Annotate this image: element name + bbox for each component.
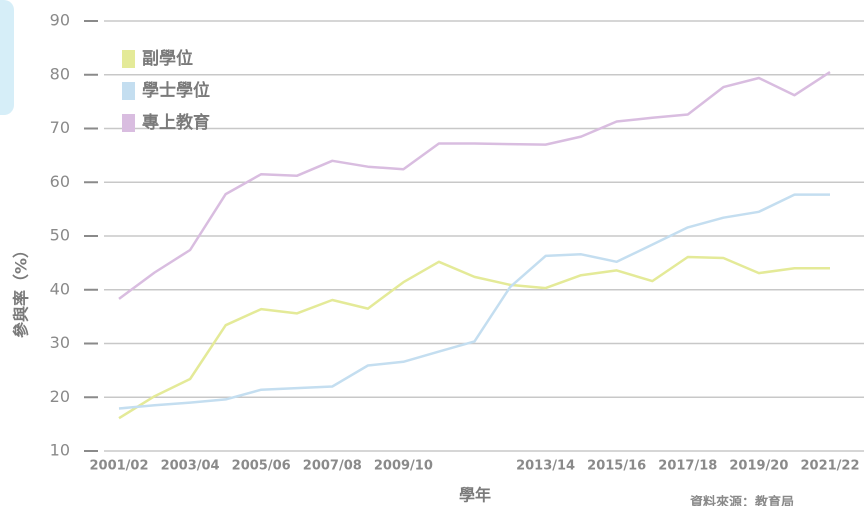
y-tick-label: 50 (50, 226, 70, 245)
legend-label: 學士學位 (142, 80, 210, 101)
x-tick-label: 2003/04 (161, 459, 220, 474)
legend-swatch (122, 114, 135, 132)
y-tick-label: 90 (50, 11, 70, 30)
y-tick-label: 40 (50, 279, 70, 298)
legend-label: 副學位 (142, 48, 193, 69)
x-axis-label: 學年 (459, 486, 491, 505)
legend-swatch (122, 82, 135, 100)
corner-decoration (0, 0, 14, 115)
y-tick-label: 10 (50, 441, 70, 460)
series-line (118, 255, 830, 420)
x-tick-label: 2019/20 (729, 459, 788, 474)
x-tick-label: 2015/16 (587, 459, 646, 474)
y-tick-label: 20 (50, 387, 70, 406)
y-tick-label: 70 (50, 118, 70, 137)
y-tick-label: 30 (50, 333, 70, 352)
y-axis-label: 參與率（%） (12, 242, 31, 338)
y-tick-label: 80 (50, 64, 70, 83)
x-tick-label: 2021/22 (800, 459, 859, 474)
x-tick-label: 2007/08 (303, 459, 362, 474)
series-line (118, 71, 831, 300)
y-tick-label: 60 (50, 172, 70, 191)
x-tick-label: 2005/06 (232, 459, 291, 474)
legend-label: 專上教育 (142, 112, 210, 133)
x-tick-label: 2017/18 (658, 459, 717, 474)
legend-swatch (122, 50, 135, 68)
x-tick-label: 2013/14 (516, 459, 575, 474)
x-tick-label: 2009/10 (374, 459, 433, 474)
x-tick-label: 2001/02 (89, 459, 148, 474)
series-line (118, 193, 830, 410)
source-note: 資料來源：教育局 (690, 495, 794, 506)
